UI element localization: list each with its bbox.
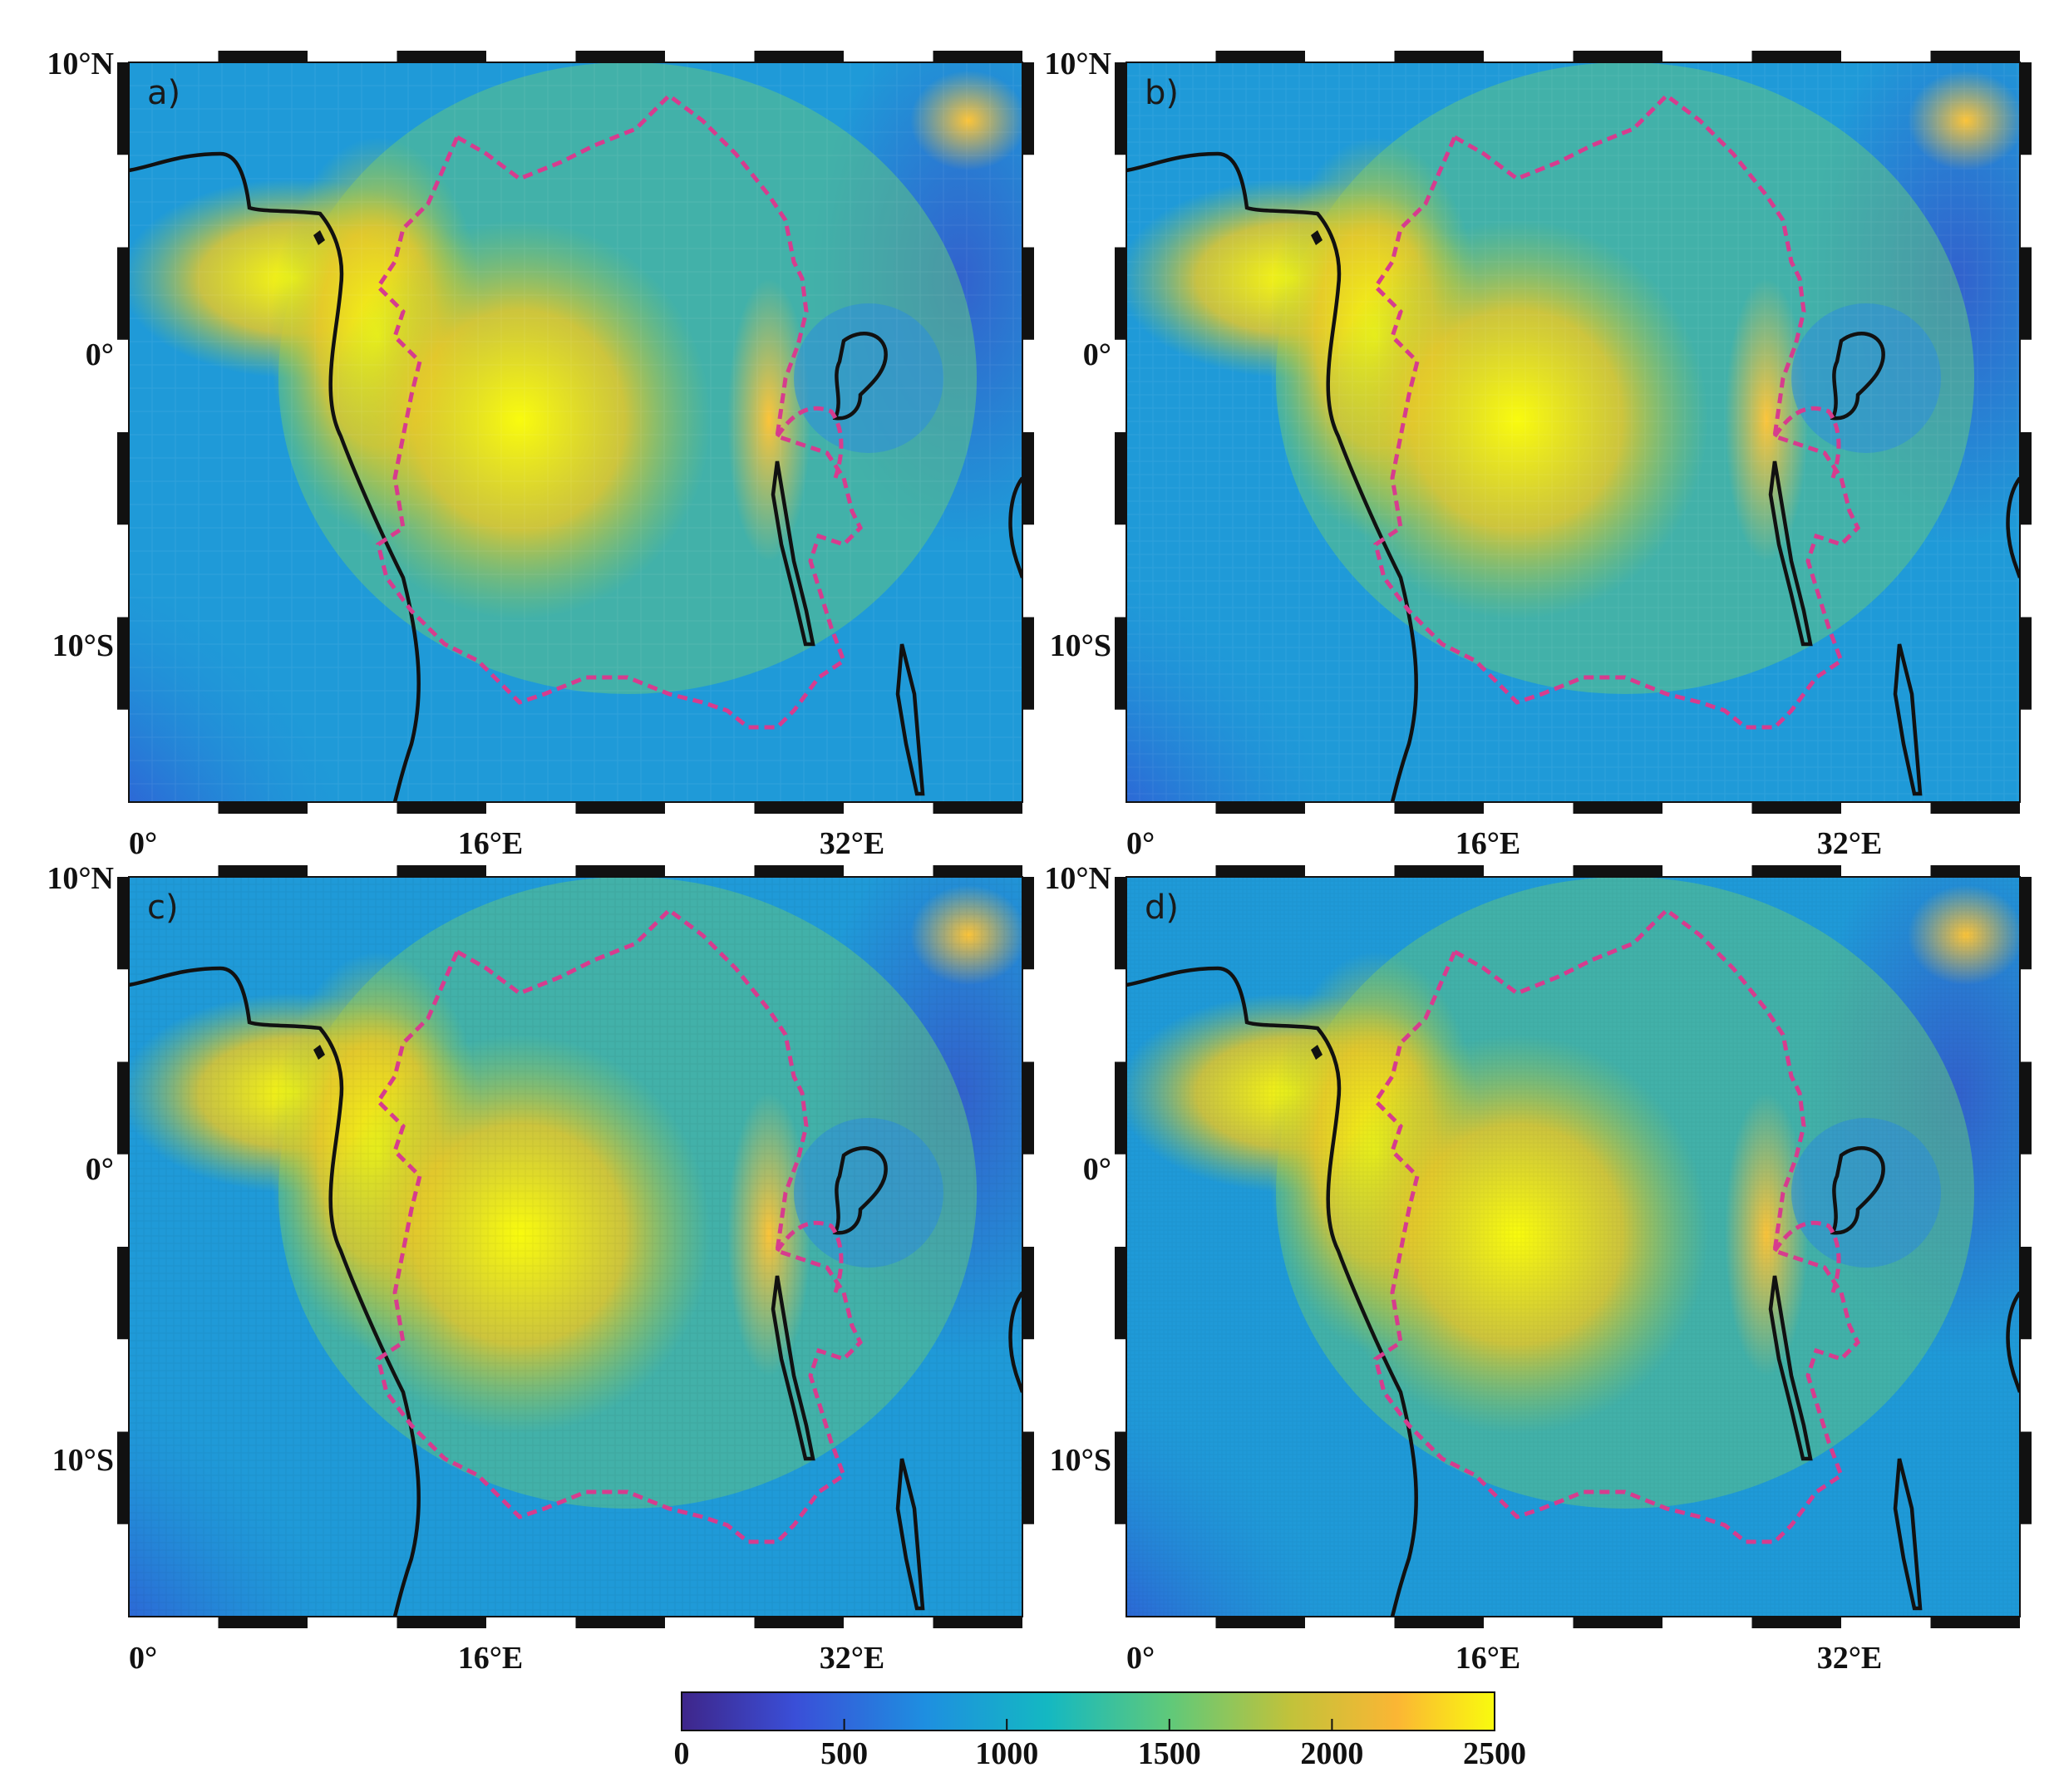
map-panel-a: a) 10°N 0° 10°S 0° 16°E 32°E [47, 47, 1034, 861]
latitude-label: 0° [86, 1152, 114, 1187]
panel-label: a) [147, 74, 180, 112]
longitude-label: 16°E [1456, 1641, 1521, 1676]
longitude-label: 16°E [458, 826, 524, 861]
map-panel-c: c) 10°N 0° 10°S 0° 16°E 32°E [47, 861, 1034, 1676]
longitude-label: 0° [129, 1641, 157, 1676]
panel-label: b) [1145, 74, 1179, 112]
latitude-label: 10°N [47, 47, 114, 81]
longitude-label: 0° [129, 826, 157, 861]
latitude-label: 10°N [47, 861, 114, 896]
colorbar-tick-label: 2500 [1463, 1736, 1526, 1771]
latitude-label: 10°S [52, 628, 114, 663]
latitude-label: 10°S [1050, 1443, 1111, 1478]
longitude-label: 0° [1126, 826, 1155, 861]
colorbar-tick-label: 1500 [1138, 1736, 1201, 1771]
latitude-label: 0° [1083, 1152, 1111, 1187]
longitude-label: 32°E [1817, 826, 1883, 861]
longitude-label: 32°E [820, 1641, 885, 1676]
longitude-label: 0° [1126, 1641, 1155, 1676]
colorbar-scale [681, 1691, 1495, 1731]
colorbar-tick-label: 2000 [1300, 1736, 1363, 1771]
colorbar-tick-label: 500 [820, 1736, 868, 1771]
latitude-label: 10°N [1044, 47, 1111, 81]
colorbar-tick-label: 0 [674, 1736, 690, 1771]
map-panel-b: b) 10°N 0° 10°S 0° 16°E 32°E [1044, 47, 2032, 861]
longitude-label: 16°E [458, 1641, 524, 1676]
longitude-label: 16°E [1456, 826, 1521, 861]
latitude-label: 10°N [1044, 861, 1111, 896]
map-panel-d: d) 10°N 0° 10°S 0° 16°E 32°E [1044, 861, 2032, 1676]
colorbar: 0 500 1000 1500 2000 2500 [674, 1691, 1526, 1771]
longitude-label: 32°E [1817, 1641, 1883, 1676]
colorbar-tick-label: 1000 [975, 1736, 1038, 1771]
longitude-label: 32°E [820, 826, 885, 861]
latitude-label: 10°S [1050, 628, 1111, 663]
latitude-label: 10°S [52, 1443, 114, 1478]
panel-label: c) [147, 889, 179, 927]
latitude-label: 0° [86, 337, 114, 372]
latitude-label: 0° [1083, 337, 1111, 372]
panel-label: d) [1145, 889, 1179, 927]
